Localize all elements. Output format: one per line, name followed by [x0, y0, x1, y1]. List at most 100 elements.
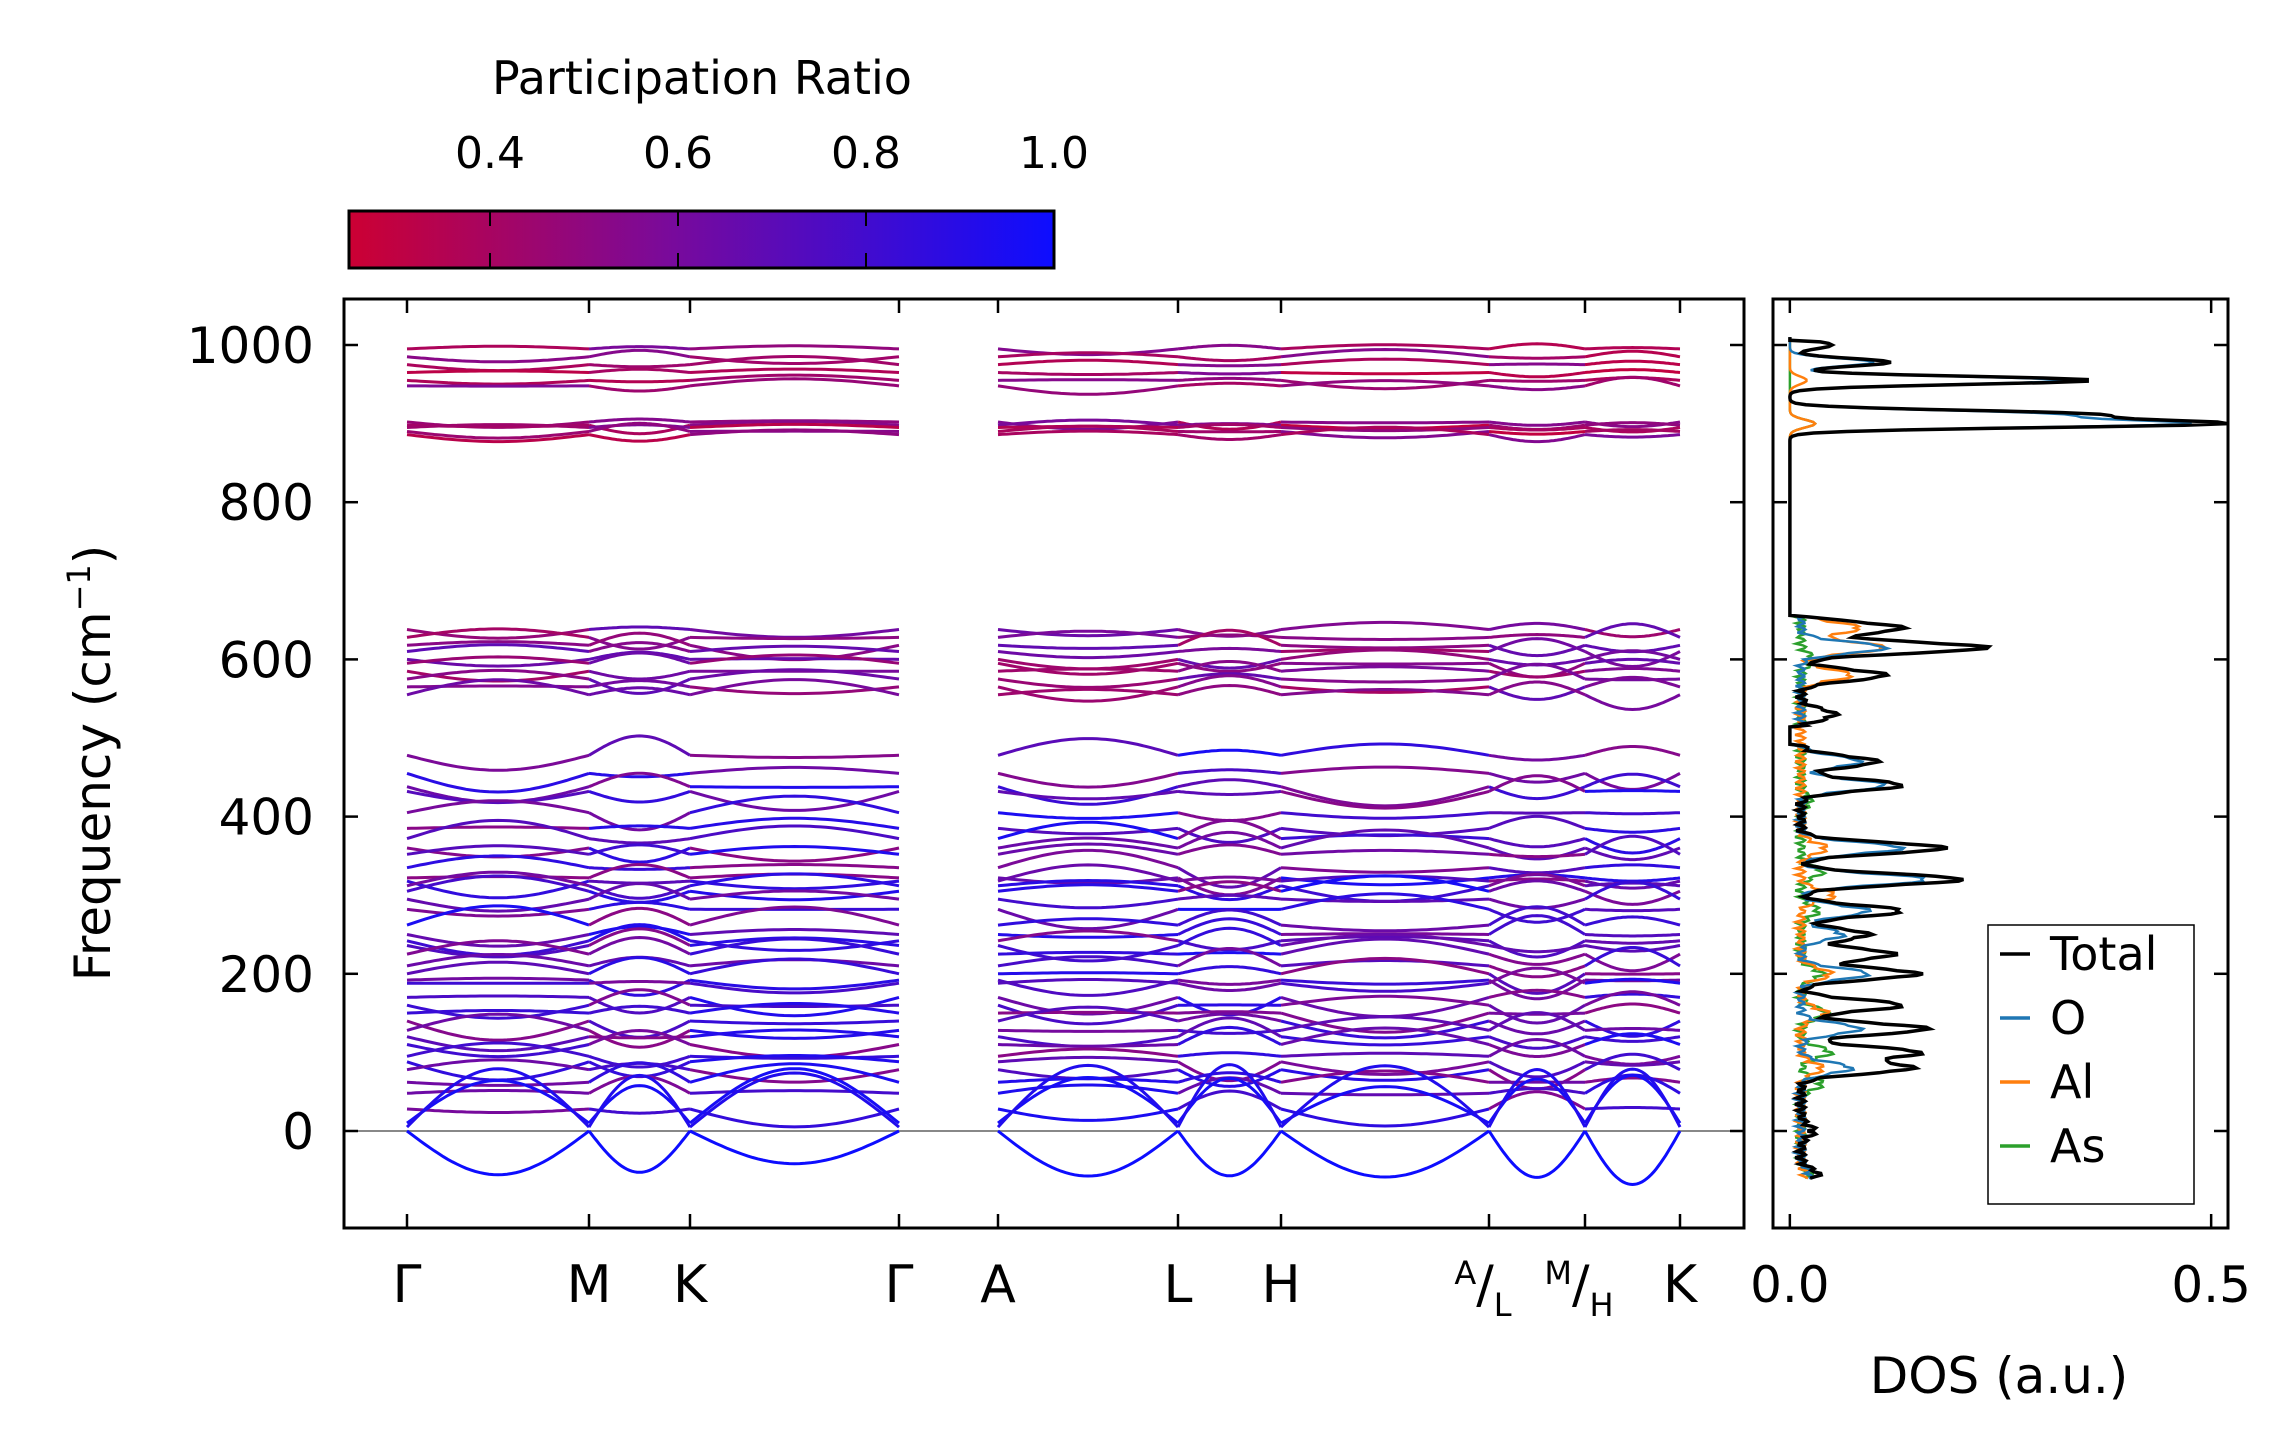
band-low [1280, 876, 1490, 887]
band-low [1488, 1019, 1586, 1036]
acoustic-branch [406, 1078, 590, 1125]
band-low [588, 1107, 691, 1115]
band-mid-optical [1280, 688, 1490, 697]
band-low [588, 935, 691, 956]
band-low [997, 1055, 1179, 1064]
band-low [1584, 1076, 1681, 1084]
band-high-optical [1488, 342, 1586, 351]
band-low [1488, 785, 1586, 801]
band-low [1280, 785, 1490, 808]
band-mid-optical [997, 650, 1179, 660]
band-mid-optical [406, 655, 590, 665]
band-low [1488, 966, 1586, 985]
band-mid-optical [1488, 621, 1586, 631]
band-high-optical [1488, 384, 1586, 392]
band-high-optical [1488, 426, 1586, 432]
band-mid-optical [1584, 693, 1681, 712]
band-mid-optical [689, 685, 900, 696]
band-low [689, 978, 900, 991]
band-low [689, 789, 900, 812]
band-low [1177, 947, 1282, 968]
band-mid-optical [997, 667, 1179, 673]
band-low [1584, 915, 1681, 927]
band-low [1488, 1060, 1586, 1079]
band-mid-optical [1488, 669, 1586, 679]
band-high-optical [689, 420, 900, 427]
band-low [588, 927, 691, 947]
band-low [406, 789, 590, 805]
band-low [689, 981, 900, 995]
band-low [1584, 939, 1681, 945]
band-x-axis: Γ M K Γ A L H A/L M/H K [393, 1254, 1699, 1324]
band-low [406, 976, 590, 982]
band-high-optical [588, 433, 691, 443]
band-low [689, 765, 900, 775]
band-high-optical [1488, 355, 1586, 360]
band-low [689, 1054, 900, 1064]
band-low [406, 944, 590, 959]
band-high-optical [1584, 349, 1681, 359]
y-tick-label: 800 [219, 474, 314, 532]
band-low [588, 862, 691, 880]
band-mid-optical [689, 678, 900, 697]
band-low [588, 843, 691, 856]
band-low [1488, 1043, 1586, 1058]
band-high-optical [1584, 421, 1681, 427]
band-low [1280, 933, 1490, 947]
band-high-optical [997, 347, 1179, 357]
band-low [997, 1043, 1179, 1048]
band-low [1584, 772, 1681, 789]
band-low [588, 955, 691, 976]
band-mid-optical [689, 628, 900, 639]
band-low [997, 971, 1179, 976]
band-low [689, 844, 900, 856]
band-low [1584, 863, 1681, 870]
legend-label: Total [2049, 927, 2157, 981]
band-low [406, 874, 590, 893]
legend-label: As [2050, 1119, 2105, 1173]
band-low [997, 978, 1179, 997]
band-low [1488, 872, 1586, 888]
band-low [406, 818, 590, 841]
band-low [1584, 933, 1681, 938]
y-tick-label: 1000 [187, 317, 314, 375]
band-high-optical [1488, 433, 1586, 444]
band-high-optical [997, 429, 1179, 437]
band-low [406, 897, 590, 913]
band-low [406, 753, 590, 772]
band-low [588, 789, 691, 804]
k-point-label: K [1663, 1255, 1699, 1315]
band-low [1488, 944, 1586, 954]
band-low [1488, 952, 1586, 966]
band-low [588, 996, 691, 1015]
band-mid-optical [1280, 661, 1490, 666]
band-low [588, 906, 691, 927]
band-low [997, 878, 1179, 888]
band-high-optical [588, 423, 691, 436]
band-low [689, 958, 900, 968]
band-high-optical [588, 378, 691, 384]
band-low [1177, 1071, 1282, 1084]
band-low [406, 907, 590, 918]
band-low [689, 785, 900, 789]
band-mid-optical [406, 643, 590, 653]
band-high-optical [588, 367, 691, 374]
band-low [1280, 833, 1490, 841]
band-high-optical [588, 345, 691, 351]
band-low [1280, 742, 1490, 757]
colorbar-tick-label: 1.0 [1019, 128, 1089, 179]
band-low [1584, 1027, 1681, 1032]
band-mid-optical [689, 644, 900, 653]
band-low [689, 928, 900, 936]
band-low [997, 995, 1179, 1016]
band-mid-optical [1177, 628, 1282, 647]
acoustic-branch [587, 1073, 692, 1128]
band-low [406, 939, 590, 956]
band-high-optical [1177, 363, 1282, 368]
band-low [1488, 905, 1586, 927]
band-low [406, 854, 590, 870]
band-low [689, 794, 900, 815]
y-tick-label: 200 [219, 946, 314, 1004]
acoustic-branch [997, 1075, 1179, 1125]
band-low [997, 1005, 1179, 1023]
